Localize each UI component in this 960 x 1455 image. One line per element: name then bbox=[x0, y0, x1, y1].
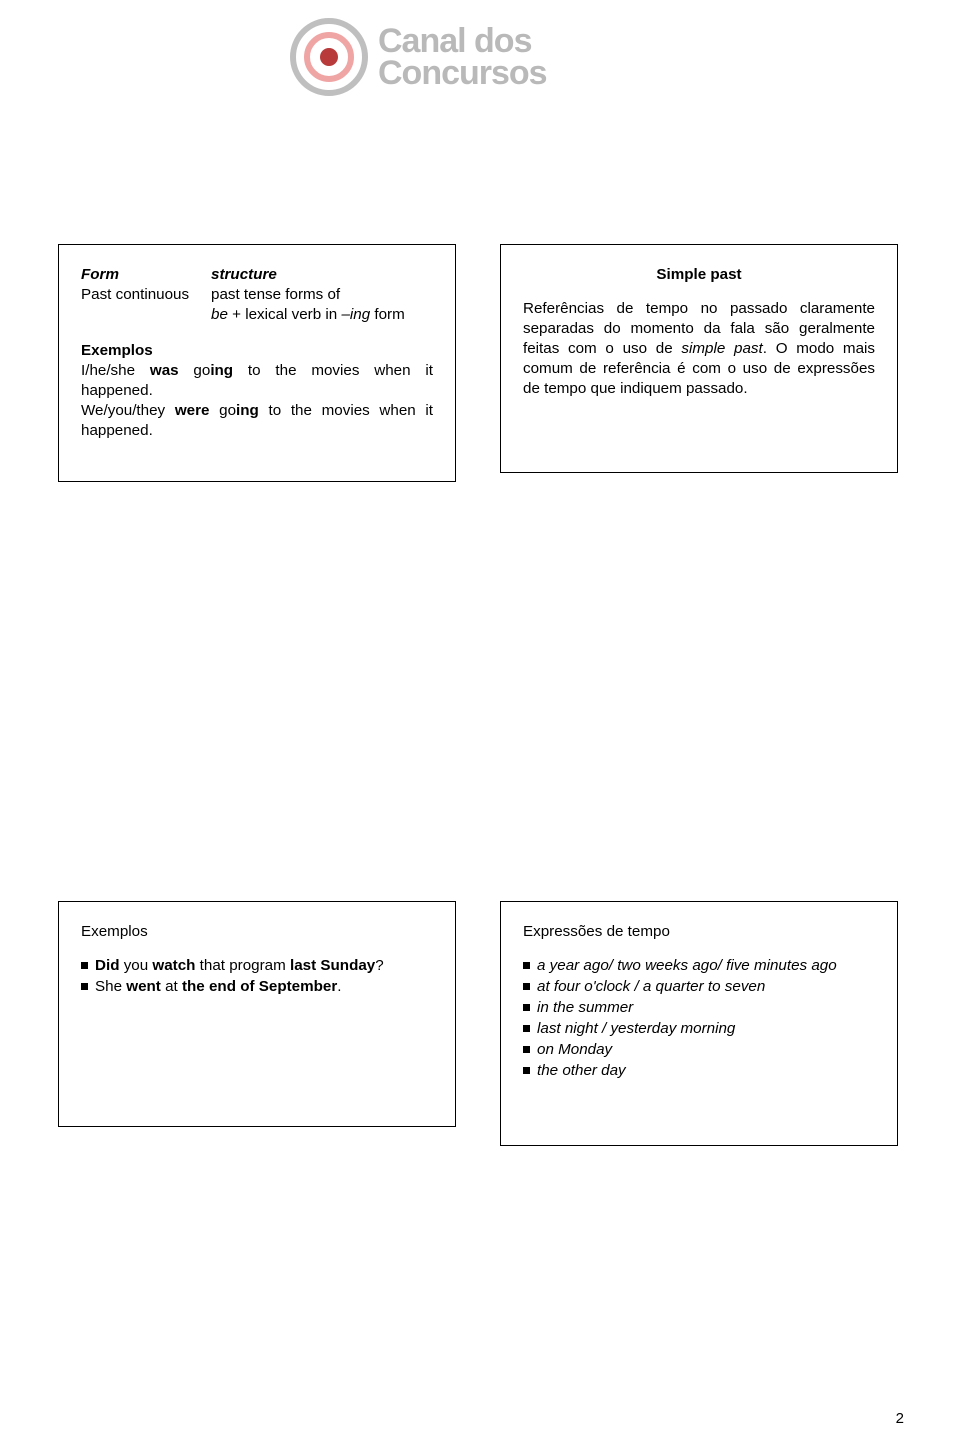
simple-past-title: Simple past bbox=[523, 265, 875, 285]
list-item: on Monday bbox=[523, 1040, 875, 1060]
structure-line2: be + lexical verb in –ing form bbox=[211, 305, 405, 325]
list-item: She went at the end of September. bbox=[81, 977, 433, 997]
list-item: a year ago/ two weeks ago/ five minutes … bbox=[523, 956, 875, 976]
list-item: last night / yesterday morning bbox=[523, 1019, 875, 1039]
form-structure-values: Past continuous past tense forms of be +… bbox=[81, 285, 433, 325]
row-1: Form structure Past continuous past tens… bbox=[58, 244, 898, 482]
expressoes-title: Expressões de tempo bbox=[523, 922, 875, 942]
row-2: Exemplos Did you watch that program last… bbox=[58, 901, 898, 1146]
ex1-a: I/he/she bbox=[81, 362, 150, 379]
box-exemplos-2: Exemplos Did you watch that program last… bbox=[58, 901, 456, 1127]
logo: Canal dos Concursos bbox=[290, 18, 547, 96]
li1-d: that program bbox=[195, 957, 290, 974]
li1-f: ? bbox=[375, 957, 383, 974]
structure-label: structure bbox=[211, 266, 277, 283]
logo-line-1: Canal dos bbox=[378, 25, 547, 57]
expressoes-list: a year ago/ two weeks ago/ five minutes … bbox=[523, 956, 875, 1081]
structure-ing: –ing bbox=[341, 306, 370, 323]
exemplos-label-2: Exemplos bbox=[81, 922, 433, 942]
example-1: I/he/she was going to the movies when it… bbox=[81, 361, 433, 401]
box-expressoes: Expressões de tempo a year ago/ two week… bbox=[500, 901, 898, 1146]
page-number: 2 bbox=[896, 1410, 904, 1427]
list-item: Did you watch that program last Sunday? bbox=[81, 956, 433, 976]
example-2: We/you/they were going to the movies whe… bbox=[81, 401, 433, 441]
li1-a: Did bbox=[95, 957, 119, 974]
logo-text: Canal dos Concursos bbox=[378, 25, 547, 90]
form-label: Form bbox=[81, 266, 119, 283]
li2-e: . bbox=[337, 978, 341, 995]
ex2-ing: ing bbox=[236, 402, 259, 419]
logo-line-2: Concursos bbox=[378, 57, 547, 89]
exemplos-label-1: Exemplos bbox=[81, 341, 433, 361]
exemplos-list: Did you watch that program last Sunday? … bbox=[81, 956, 433, 997]
li1-e: last Sunday bbox=[290, 957, 375, 974]
ex1-b: go bbox=[179, 362, 211, 379]
ex2-were: were bbox=[175, 402, 210, 419]
structure-end: form bbox=[370, 306, 405, 323]
li2-d: the end of September bbox=[182, 978, 337, 995]
target-icon bbox=[290, 18, 368, 96]
li2-c: at bbox=[161, 978, 182, 995]
ex2-a: We/you/they bbox=[81, 402, 175, 419]
list-item: in the summer bbox=[523, 998, 875, 1018]
ex2-b: go bbox=[209, 402, 236, 419]
ex1-was: was bbox=[150, 362, 179, 379]
li1-c: watch bbox=[152, 957, 195, 974]
box-simple-past: Simple past Referências de tempo no pass… bbox=[500, 244, 898, 473]
li2-a: She bbox=[95, 978, 126, 995]
li2-b: went bbox=[126, 978, 161, 995]
form-value: Past continuous bbox=[81, 286, 189, 303]
list-item: at four o'clock / a quarter to seven bbox=[523, 977, 875, 997]
sp-para-italic: simple past bbox=[681, 340, 762, 357]
simple-past-paragraph: Referências de tempo no passado claramen… bbox=[523, 299, 875, 399]
structure-be: be bbox=[211, 306, 228, 323]
form-structure-header: Form structure bbox=[81, 265, 433, 285]
box-form-structure: Form structure Past continuous past tens… bbox=[58, 244, 456, 482]
ex1-ing: ing bbox=[210, 362, 233, 379]
list-item: the other day bbox=[523, 1061, 875, 1081]
li1-b: you bbox=[119, 957, 152, 974]
structure-mid: + lexical verb in bbox=[228, 306, 342, 323]
structure-line1: past tense forms of bbox=[211, 285, 405, 305]
